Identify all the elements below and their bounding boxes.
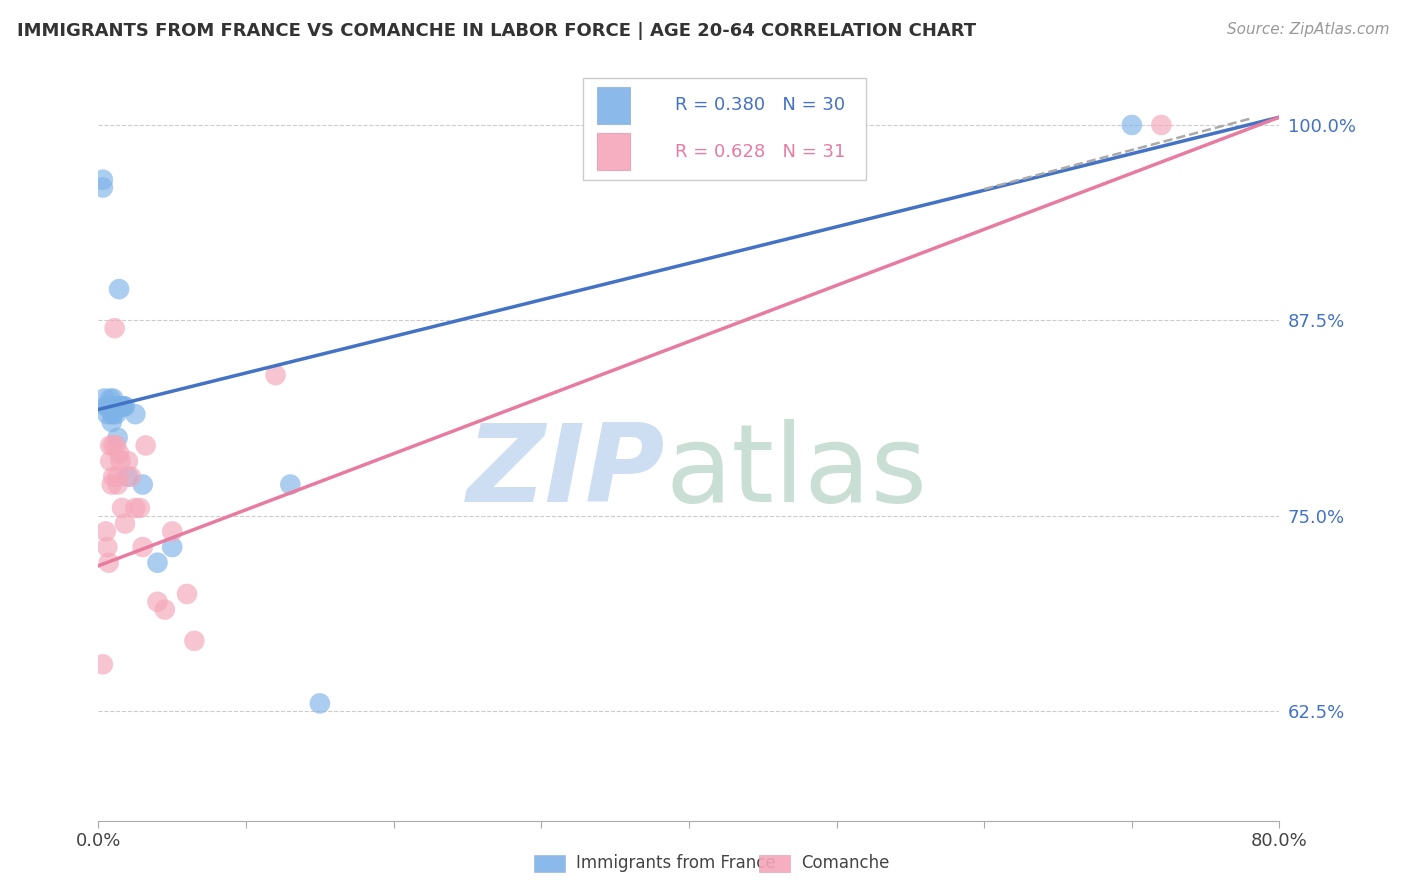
Point [112, 400, 135, 414]
Point [91, 657, 114, 672]
Point [103, 392, 125, 406]
Point [97, 400, 120, 414]
Point [103, 407, 125, 421]
Point [96, 400, 118, 414]
Point [111, 400, 134, 414]
FancyBboxPatch shape [596, 133, 630, 169]
Point [107, 431, 129, 445]
Point [104, 400, 127, 414]
Point [98, 392, 121, 406]
Point [107, 469, 129, 483]
Text: atlas: atlas [665, 419, 928, 524]
Point [752, 830, 775, 844]
Point [105, 438, 128, 452]
Point [107, 477, 129, 491]
Point [103, 438, 125, 452]
Point [280, 477, 302, 491]
Point [98, 438, 121, 452]
Point [146, 595, 169, 609]
Text: R = 0.628   N = 31: R = 0.628 N = 31 [675, 143, 845, 161]
Point [176, 587, 198, 601]
Point [114, 516, 136, 531]
Point [100, 415, 122, 429]
Point [162, 540, 183, 554]
Point [183, 633, 205, 648]
Point [94, 400, 117, 414]
Point [91, 172, 114, 186]
Point [120, 469, 142, 483]
Point [100, 400, 122, 414]
FancyBboxPatch shape [596, 87, 630, 124]
Point [114, 400, 136, 414]
Point [117, 469, 139, 483]
Point [128, 500, 150, 515]
Text: R = 0.380   N = 30: R = 0.380 N = 30 [675, 96, 845, 114]
Point [100, 477, 122, 491]
Point [105, 407, 128, 421]
Point [124, 407, 146, 421]
Point [96, 540, 118, 554]
Point [108, 446, 131, 460]
Point [110, 400, 132, 414]
Text: Immigrants from France: Immigrants from France [576, 855, 776, 872]
Point [1121, 118, 1143, 132]
Point [107, 400, 129, 414]
Point [104, 321, 127, 335]
Point [264, 368, 287, 383]
Point [132, 540, 155, 554]
Text: ZIP: ZIP [467, 419, 665, 524]
Text: IMMIGRANTS FROM FRANCE VS COMANCHE IN LABOR FORCE | AGE 20-64 CORRELATION CHART: IMMIGRANTS FROM FRANCE VS COMANCHE IN LA… [17, 22, 976, 40]
Point [162, 524, 183, 539]
Point [153, 602, 176, 616]
Point [111, 500, 134, 515]
Point [103, 469, 125, 483]
Point [135, 438, 157, 452]
Point [108, 282, 131, 296]
Point [91, 180, 114, 194]
Point [1150, 118, 1173, 132]
Point [98, 454, 121, 468]
FancyBboxPatch shape [582, 78, 866, 180]
Point [124, 500, 146, 515]
Point [132, 477, 155, 491]
Point [97, 556, 120, 570]
Point [100, 407, 122, 421]
Point [309, 697, 332, 711]
Point [117, 454, 139, 468]
Text: Source: ZipAtlas.com: Source: ZipAtlas.com [1226, 22, 1389, 37]
Text: Comanche: Comanche [801, 855, 890, 872]
Point [146, 556, 169, 570]
Point [110, 454, 132, 468]
Point [94, 524, 117, 539]
Point [96, 407, 118, 421]
Point [93, 392, 115, 406]
